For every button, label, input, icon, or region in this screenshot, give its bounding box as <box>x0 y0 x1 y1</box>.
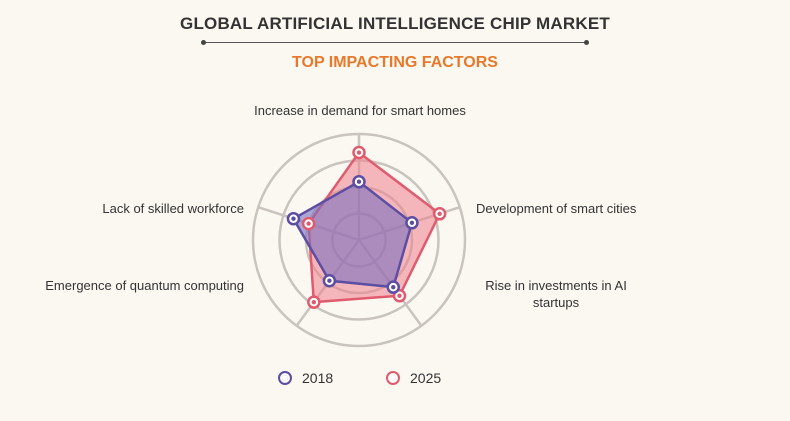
data-point-center-2018-2 <box>391 284 396 290</box>
axis-label-quantum-computing: Emergence of quantum computing <box>45 278 244 293</box>
legend-marker-2025 <box>386 371 400 385</box>
data-point-center-2025-1 <box>437 211 442 216</box>
radar-series <box>286 145 447 309</box>
axis-label-ai-investments: Rise in investments in AI startups <box>485 278 627 310</box>
data-point-center-2025-2 <box>397 293 402 298</box>
data-point-center-2018-3 <box>327 278 332 283</box>
series-area-2018 <box>292 180 414 289</box>
title-divider <box>203 42 587 43</box>
data-point-center-2018-4 <box>291 216 296 221</box>
data-point-center-2025-4 <box>306 221 311 226</box>
axis-label-smart-homes: Increase in demand for smart homes <box>254 103 466 118</box>
legend-marker-2018 <box>278 371 292 385</box>
legend-item-2025: 2025 <box>386 368 441 388</box>
chart-title: GLOBAL ARTIFICIAL INTELLIGENCE CHIP MARK… <box>180 14 610 33</box>
legend-label-2025: 2025 <box>410 370 442 386</box>
legend-item-2018: 2018 <box>278 368 333 388</box>
data-point-center-2025-3 <box>311 299 317 305</box>
legend-label-2018: 2018 <box>302 370 334 386</box>
chart-subtitle: TOP IMPACTING FACTORS <box>292 54 498 71</box>
axis-label-smart-cities: Development of smart cities <box>476 201 637 216</box>
data-point-center-2025-0 <box>356 150 362 155</box>
chart-legend: 2018 2025 <box>0 368 790 388</box>
data-point-center-2018-1 <box>409 220 415 226</box>
title-divider-dot-left <box>201 40 206 45</box>
title-divider-dot-right <box>584 40 589 45</box>
axis-label-skilled-workforce: Lack of skilled workforce <box>102 201 244 216</box>
data-point-center-2018-0 <box>356 179 362 184</box>
